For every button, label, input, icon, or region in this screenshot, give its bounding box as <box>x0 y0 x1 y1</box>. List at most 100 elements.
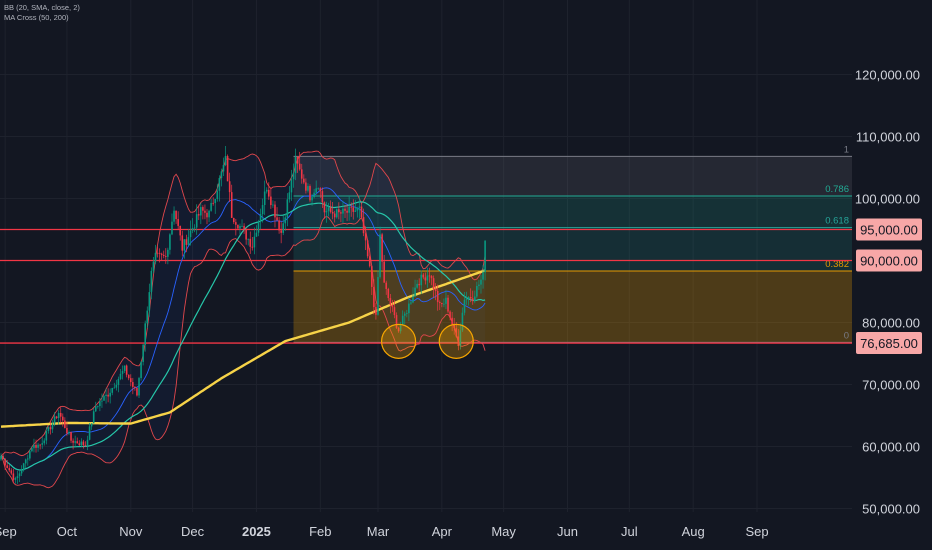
candle-body <box>298 163 301 170</box>
candle-body <box>154 252 157 262</box>
candle-body <box>290 179 293 193</box>
candle-body <box>360 206 363 218</box>
price-level-badge <box>856 332 922 355</box>
candle-body <box>368 256 371 267</box>
candle-body <box>430 275 433 279</box>
candle-body <box>119 373 122 379</box>
candle-body <box>241 225 243 227</box>
candle-body <box>471 298 474 301</box>
candle-body <box>68 432 70 434</box>
candle-body <box>20 470 23 474</box>
candle-body <box>125 365 128 375</box>
candle-body <box>35 444 37 448</box>
bollinger-upper-line <box>0 150 486 457</box>
candle-body <box>377 277 379 315</box>
candle-body <box>26 458 29 460</box>
candle-body <box>383 261 385 283</box>
candle-body <box>406 313 408 314</box>
price-axis-tick-label: 50,000.00 <box>862 502 920 517</box>
candle-body <box>329 207 332 212</box>
candle-body <box>204 210 206 213</box>
candle-body <box>12 473 15 480</box>
candle-body <box>247 238 249 240</box>
candle-body <box>16 476 19 479</box>
candle-body <box>185 239 188 245</box>
candle-body <box>37 444 39 448</box>
candle-body <box>268 189 270 197</box>
candle-body <box>193 227 196 229</box>
candle-body <box>356 207 359 211</box>
candle-body <box>288 192 291 200</box>
candle-body <box>78 443 81 446</box>
candle-body <box>39 444 41 446</box>
candle-body <box>181 235 184 251</box>
candle-body <box>420 274 423 286</box>
candle-body <box>187 237 190 245</box>
candle-body <box>189 230 192 238</box>
candle-body <box>129 378 132 383</box>
candle-body <box>303 178 305 183</box>
candle-body <box>327 207 330 211</box>
candle-body <box>459 330 462 346</box>
candle-body <box>111 387 114 393</box>
candle-body <box>476 286 478 297</box>
candle-body <box>109 392 111 397</box>
candle-body <box>399 325 402 332</box>
indicator-bb-legend[interactable]: BB (20, SMA, close, 2) <box>4 3 80 12</box>
candle-body <box>375 307 377 315</box>
time-axis-tick-label: Jun <box>557 524 578 539</box>
candle-body <box>276 217 278 221</box>
candle-body <box>99 401 101 407</box>
candle-body <box>333 213 336 218</box>
candle-body <box>55 416 58 419</box>
candle-body <box>148 292 151 311</box>
candle-body <box>230 192 233 218</box>
candle-body <box>335 209 338 218</box>
candle-body <box>292 173 295 180</box>
candle-body <box>441 302 443 305</box>
candle-body <box>160 253 163 255</box>
candle-body <box>191 228 194 231</box>
candle-body <box>393 307 396 316</box>
candle-body <box>169 234 171 250</box>
fib-level-label: 0.786 <box>825 184 849 195</box>
candle-body <box>445 297 447 304</box>
grid <box>0 0 852 512</box>
candle-body <box>319 188 322 192</box>
candle-body <box>348 206 350 213</box>
time-axis-tick-label: Aug <box>682 524 705 539</box>
candle-body <box>255 232 258 237</box>
candle-body <box>214 198 217 204</box>
candle-body <box>175 210 177 220</box>
price-level-badge-label: 95,000.00 <box>860 223 918 238</box>
double-bottom-circle <box>438 323 474 359</box>
candle-body <box>438 302 441 303</box>
price-axis-tick-label: 60,000.00 <box>862 440 920 455</box>
candle-body <box>165 255 167 257</box>
candle-body <box>465 298 468 300</box>
candle-body <box>171 221 173 235</box>
candle-body <box>0 455 2 460</box>
candle-body <box>453 324 455 329</box>
candle-body <box>270 196 272 206</box>
time-axis-tick-label: Jul <box>621 524 638 539</box>
candle-body <box>412 296 414 303</box>
candle-body <box>10 470 13 474</box>
candle-body <box>183 239 186 251</box>
candle-body <box>366 240 369 257</box>
candle-body <box>416 283 418 288</box>
candle-body <box>74 441 76 443</box>
candle-body <box>150 270 153 293</box>
candle-body <box>315 188 317 193</box>
time-axis-tick-label: Feb <box>309 524 331 539</box>
candle-body <box>294 156 297 174</box>
candle-body <box>325 210 328 213</box>
indicator-ma-cross-legend[interactable]: MA Cross (50, 200) <box>4 13 69 22</box>
candle-body <box>340 212 342 214</box>
time-axis-tick-label: Nov <box>119 524 143 539</box>
time-axis-tick-label: Sep <box>0 524 17 539</box>
price-axis-tick-label: 80,000.00 <box>862 316 920 331</box>
candle-body <box>253 236 256 248</box>
candle-body <box>92 411 95 424</box>
